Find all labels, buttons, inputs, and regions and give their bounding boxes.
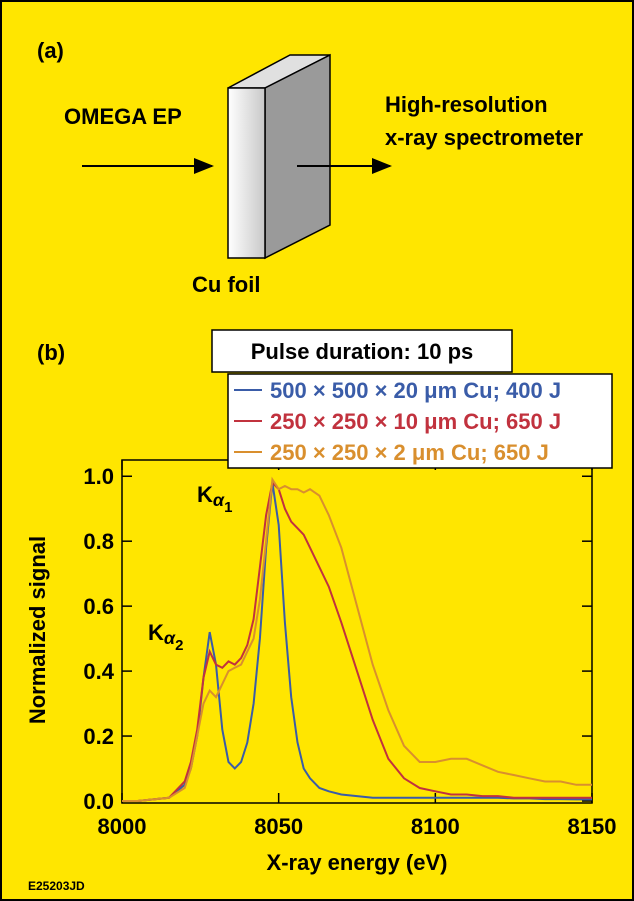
- detector-label: High-resolution: [385, 92, 548, 117]
- x-tick-label: 8100: [411, 814, 460, 839]
- y-tick-label: 0.8: [83, 529, 114, 554]
- panel-label: (b): [37, 340, 65, 365]
- y-tick-label: 0.4: [83, 659, 114, 684]
- series-line: [122, 480, 592, 802]
- pulse-box: [211, 329, 513, 373]
- y-tick-label: 0.6: [83, 594, 114, 619]
- peak-label: Kα2: [148, 620, 183, 654]
- legend-label: 500 × 500 × 20 μm Cu; 400 J: [270, 378, 561, 403]
- detector-label: x-ray spectrometer: [385, 125, 584, 150]
- x-tick-label: 8000: [98, 814, 147, 839]
- peak-label-subsub: 2: [175, 637, 183, 654]
- peak-label-base: K: [197, 482, 213, 507]
- peak-label-sub: α: [164, 628, 176, 648]
- peak-label-subsub: 1: [224, 499, 232, 516]
- y-tick-label: 0.2: [83, 724, 114, 749]
- x-tick-label: 8050: [254, 814, 303, 839]
- foil-front: [227, 87, 266, 259]
- legend-box: [227, 373, 613, 469]
- legend-label: 250 × 250 × 2 μm Cu; 650 J: [270, 440, 549, 465]
- figure-id: E25203JD: [28, 879, 85, 893]
- peak-label-sub: α: [213, 490, 225, 510]
- y-axis-label: Normalized signal: [25, 536, 50, 724]
- y-tick-label: 0.0: [83, 789, 114, 814]
- target-label: Cu foil: [192, 272, 260, 297]
- peak-label: Kα1: [197, 482, 232, 516]
- source-label: OMEGA EP: [64, 104, 182, 129]
- pulse-label: Pulse duration: 10 ps: [251, 339, 474, 364]
- peak-label-base: K: [148, 620, 164, 645]
- series-line: [122, 476, 592, 802]
- y-tick-label: 1.0: [83, 464, 114, 489]
- x-tick-label: 8150: [568, 814, 617, 839]
- legend-label: 250 × 250 × 10 μm Cu; 650 J: [270, 409, 561, 434]
- x-axis-label: X-ray energy (eV): [267, 850, 448, 875]
- panel-label: (a): [37, 38, 64, 63]
- foil-side: [264, 53, 331, 260]
